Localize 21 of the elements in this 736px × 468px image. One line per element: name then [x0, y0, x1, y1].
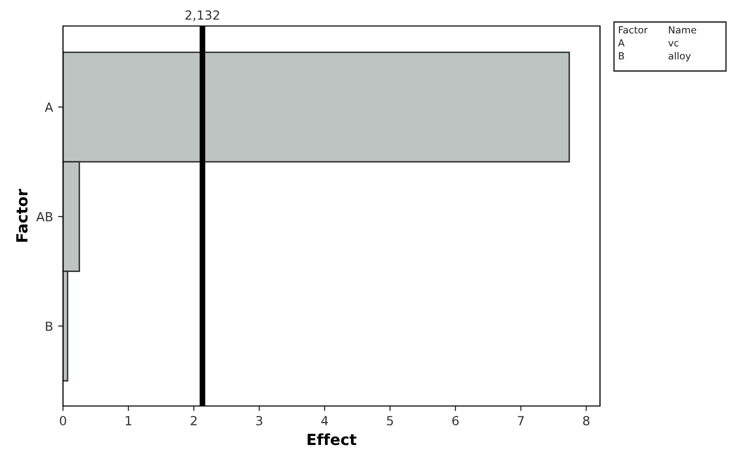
- y-axis-title: Factor: [16, 188, 28, 242]
- y-tick-label: A: [44, 102, 54, 112]
- x-tick-label: 1: [126, 416, 132, 426]
- ref-line-label: 2,132: [185, 10, 220, 22]
- x-tick-label: 6: [452, 416, 459, 426]
- x-tick-label: 5: [387, 416, 393, 426]
- text: Name: [668, 26, 696, 34]
- text: Factor: [618, 26, 648, 34]
- text: vc: [668, 40, 678, 47]
- text: alloy: [668, 52, 691, 62]
- x-tick-label: 4: [321, 416, 328, 426]
- text: B: [618, 52, 624, 60]
- text: A: [618, 39, 625, 46]
- x-tick-label: 0: [60, 416, 66, 426]
- y-tick-label: B: [46, 322, 52, 331]
- y-tick-label: AB: [36, 212, 52, 222]
- x-tick-label: 3: [256, 416, 262, 426]
- x-axis-title: Effect: [308, 433, 356, 446]
- x-tick-label: 2: [190, 416, 197, 426]
- x-tick-label: 7: [518, 416, 524, 426]
- x-tick-label: 8: [583, 416, 590, 426]
